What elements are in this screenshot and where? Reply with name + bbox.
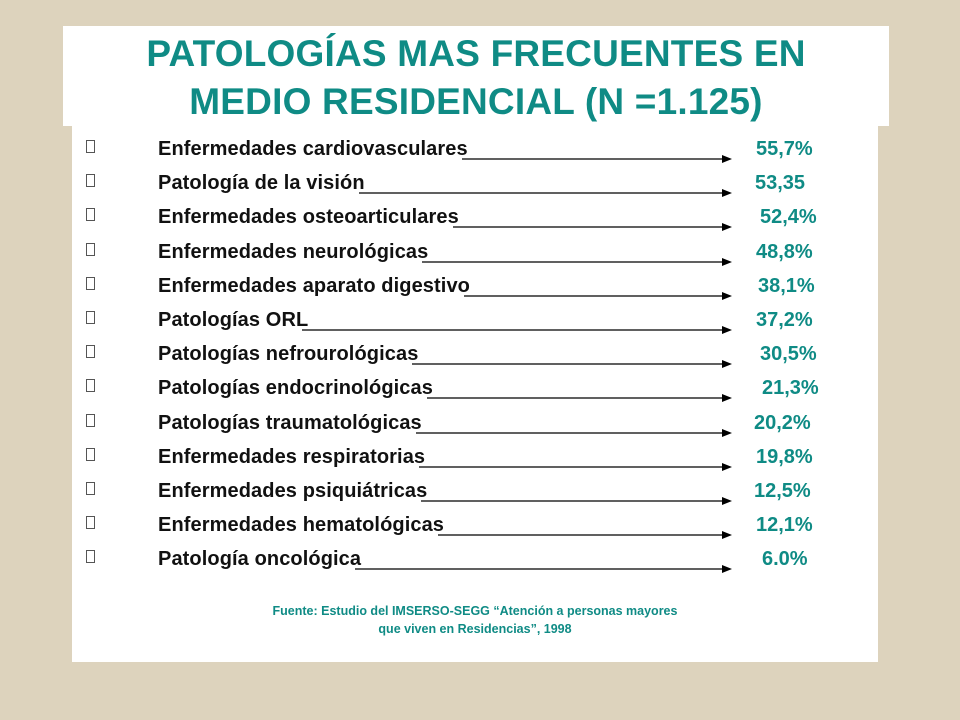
item-label: Enfermedades psiquiátricas — [158, 480, 428, 502]
item-value: 55,7% — [756, 138, 813, 160]
item-label: Enfermedades respiratorias — [158, 445, 426, 468]
item-value: 30,5% — [760, 343, 817, 366]
item-value: 52,4% — [760, 206, 817, 229]
item-label: Enfermedades aparato digestivo — [158, 274, 470, 297]
item-value: 38,1% — [758, 274, 815, 297]
arrow-icon — [355, 565, 732, 574]
bullet-icon — [86, 174, 95, 188]
list-item: Enfermedades cardiovasculares 55,7% — [72, 134, 878, 166]
list-item: Patologías traumatológicas 20,2% — [72, 408, 878, 440]
list-item: Enfermedades aparato digestivo 38,1% — [72, 271, 878, 303]
item-value: 19,8% — [756, 445, 813, 468]
list-item: Patología oncológica 6.0% — [72, 544, 878, 576]
bullet-icon — [86, 311, 95, 324]
bullet-icon — [86, 447, 95, 461]
arrow-icon — [464, 291, 732, 300]
bullet-icon — [86, 482, 95, 495]
bullet-icon — [86, 276, 95, 290]
item-value: 12,5% — [754, 480, 811, 502]
item-value: 12,1% — [756, 514, 813, 537]
bullet-icon — [86, 345, 95, 359]
content-box: Enfermedades cardiovasculares 55,7% Patolo… — [72, 126, 878, 662]
item-label: Patologías nefrourológicas — [158, 343, 419, 366]
title-line-2: MEDIO RESIDENCIAL (N =1.125) — [189, 81, 763, 122]
arrow-icon — [302, 326, 732, 334]
list-item: Patologías nefrourológicas 30,5% — [72, 339, 878, 371]
bullet-icon — [86, 550, 95, 564]
arrow-icon — [422, 257, 732, 266]
page-title: PATOLOGÍAS MAS FRECUENTES EN MEDIO RESID… — [63, 26, 889, 126]
item-label: Enfermedades cardiovasculares — [158, 138, 468, 160]
item-value: 48,8% — [756, 240, 813, 263]
list-item: Patologías ORL 37,2% — [72, 305, 878, 337]
arrow-icon — [412, 360, 732, 369]
item-value: 37,2% — [756, 309, 813, 331]
item-label: Patologías traumatológicas — [158, 411, 422, 434]
bullet-icon — [86, 208, 95, 222]
bullet-icon — [86, 242, 95, 256]
list-item: Patología de la visión 53,35 — [72, 168, 878, 200]
item-value: 20,2% — [754, 411, 811, 434]
title-line-1: PATOLOGÍAS MAS FRECUENTES EN — [146, 33, 806, 74]
bullet-icon — [86, 516, 95, 530]
item-label: Patología de la visión — [158, 172, 365, 195]
list-item: Enfermedades psiquiátricas 12,5% — [72, 476, 878, 508]
item-label: Enfermedades hematológicas — [158, 514, 445, 537]
arrow-icon — [419, 462, 732, 471]
item-label: Patologías endocrinológicas — [158, 377, 433, 400]
list-item: Patologías endocrinológicas 21,3% — [72, 373, 878, 405]
item-label: Patología oncológica — [158, 548, 362, 571]
list-item: Enfermedades neurológicas 48,8% — [72, 237, 878, 269]
list-item: Enfermedades osteoarticulares 52,4% — [72, 202, 878, 234]
source-citation: Fuente: Estudio del IMSERSO-SEGG “Atenci… — [72, 602, 878, 638]
list-item: Enfermedades hematológicas 12,1% — [72, 510, 878, 542]
item-value: 6.0% — [762, 548, 808, 571]
arrow-icon — [453, 223, 732, 232]
bullet-icon — [86, 140, 95, 153]
source-line-2: que viven en Residencias”, 1998 — [378, 622, 572, 636]
arrow-icon — [421, 497, 732, 505]
arrow-icon — [462, 155, 732, 163]
item-value: 53,35 — [755, 172, 806, 195]
arrow-icon — [416, 428, 732, 437]
arrow-icon — [359, 189, 732, 198]
bullet-icon — [86, 379, 95, 393]
arrow-icon — [427, 394, 732, 403]
item-value: 21,3% — [762, 377, 819, 400]
bullet-icon — [86, 413, 95, 427]
item-label: Patologías ORL — [158, 309, 309, 331]
item-label: Enfermedades neurológicas — [158, 240, 429, 263]
arrow-icon — [438, 531, 732, 540]
source-line-1: Fuente: Estudio del IMSERSO-SEGG “Atenci… — [272, 604, 678, 618]
item-label: Enfermedades osteoarticulares — [158, 206, 459, 229]
title-box: PATOLOGÍAS MAS FRECUENTES EN MEDIO RESID… — [63, 26, 889, 126]
list-item: Enfermedades respiratorias 19,8% — [72, 442, 878, 474]
